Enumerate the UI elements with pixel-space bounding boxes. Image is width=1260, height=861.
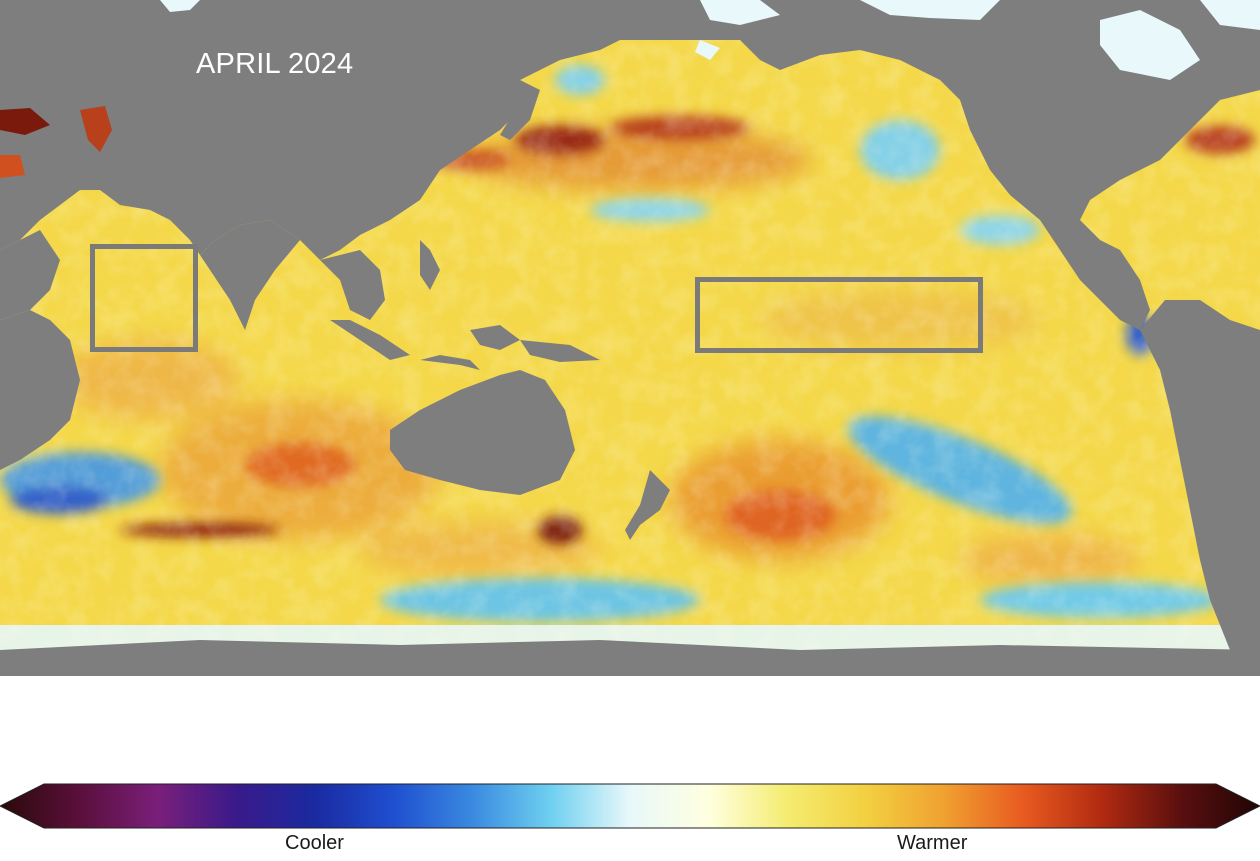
indian-ocean-box bbox=[90, 244, 198, 352]
cooler-label: Cooler bbox=[285, 832, 344, 854]
ice-layer bbox=[160, 0, 1260, 80]
colorbar bbox=[0, 783, 1260, 829]
sea-surface-temperature-map: APRIL 2024 bbox=[0, 0, 1260, 676]
warmer-label: Warmer bbox=[897, 832, 968, 854]
inland-water bbox=[0, 106, 112, 178]
land-layer bbox=[0, 80, 670, 540]
map-title: APRIL 2024 bbox=[196, 48, 354, 80]
nino-region-box bbox=[695, 277, 983, 353]
colorbar-bar bbox=[0, 783, 1260, 829]
colorbar-svg bbox=[0, 783, 1260, 829]
map-canvas bbox=[0, 0, 1260, 665]
